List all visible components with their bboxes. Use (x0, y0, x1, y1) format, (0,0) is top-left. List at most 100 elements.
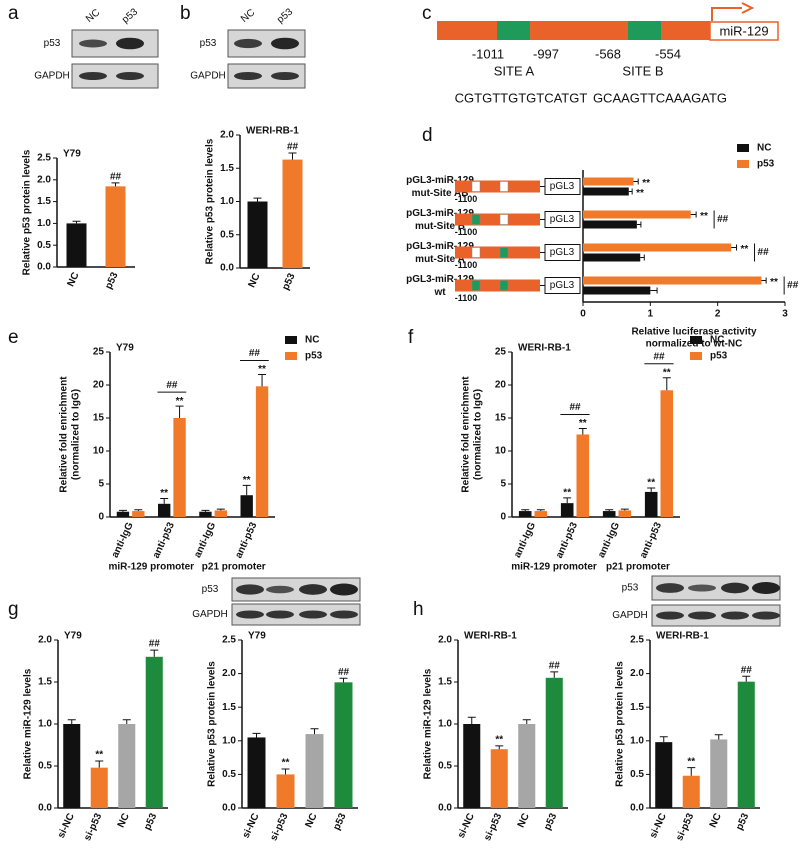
legend-label: NC (757, 143, 771, 154)
x-tick-label: 3 (782, 309, 788, 320)
error-bar (118, 509, 127, 512)
significance-label: ## (758, 247, 770, 258)
construct-label: -1100 (455, 293, 478, 303)
error-bar (122, 719, 131, 724)
y-tick-label: 0.0 (37, 262, 51, 273)
row-label: wt (433, 287, 446, 298)
bar (63, 724, 81, 808)
y-tick-label: 0.5 (37, 240, 51, 251)
y-tick-label: 20 (93, 380, 105, 391)
y-tick-label: 0.0 (630, 803, 644, 814)
blot-band (79, 39, 107, 48)
chart-subtitle: Y79 (64, 631, 82, 642)
blot-band (266, 585, 294, 594)
y-tick-label: 1.5 (222, 702, 236, 713)
error-bar (281, 768, 290, 775)
chart-subtitle: Y79 (248, 631, 266, 642)
y-tick-label: 0.5 (38, 761, 52, 772)
site-label: SITE A (494, 63, 535, 78)
significance-label: ** (636, 188, 644, 199)
legend-label: p53 (710, 351, 728, 362)
y-tick-label: 2.0 (38, 635, 52, 646)
significance-label: ** (243, 475, 251, 486)
x-tick-label: anti-p53 (151, 520, 177, 560)
significance-label: ## (653, 351, 665, 362)
gene-box (709, 21, 779, 41)
error-bar (647, 487, 656, 492)
bar (282, 159, 303, 268)
y-tick-label: 0.0 (38, 803, 52, 814)
bar (660, 390, 674, 517)
bar (583, 187, 629, 196)
error-bar (636, 221, 642, 228)
y-tick-label: 1.0 (220, 196, 234, 207)
y-tick-label: 1.0 (222, 735, 236, 746)
y-tick-label: 1.5 (38, 677, 52, 688)
significance-label: ** (770, 277, 778, 288)
group-label: miR-129 promoter (511, 562, 597, 573)
site-label: SITE B (622, 63, 663, 78)
position: -554 (655, 46, 681, 61)
y-tick-label: 2.5 (37, 153, 51, 164)
significance-label: ## (149, 639, 161, 650)
bar (90, 767, 108, 808)
construct-label: -1100 (455, 260, 478, 270)
construct-site (499, 280, 509, 291)
significance-label: ## (249, 348, 261, 359)
bar (545, 677, 563, 808)
x-tick-label: si-p53 (82, 811, 104, 842)
row-label: mut-Site B (415, 221, 465, 232)
bar (463, 724, 481, 808)
vector-box (544, 244, 581, 261)
group-label: p21 promoter (606, 562, 670, 573)
error-bar (253, 197, 262, 202)
x-tick-label: 1 (648, 309, 654, 320)
site-b (628, 21, 661, 40)
bar (518, 724, 536, 808)
blot-band (271, 37, 299, 50)
x-tick-label: p53 (331, 811, 348, 832)
bar (276, 774, 295, 808)
bar (583, 286, 651, 295)
legend-swatch (737, 160, 749, 168)
x-tick-label: anti-IgG (192, 521, 218, 560)
x-tick-label: p53 (280, 271, 297, 292)
blot-band (299, 584, 327, 595)
bar (334, 682, 353, 808)
chart-subtitle: Y79 (116, 343, 134, 354)
blot-band (688, 584, 716, 592)
chart-subtitle: WERI-RB-1 (656, 631, 709, 642)
blot-band (656, 611, 684, 620)
vector-label: pGL3 (550, 214, 575, 225)
y-tick-label: 2.5 (222, 635, 236, 646)
row-label: mut-Site AB (412, 188, 469, 199)
y-tick-label: 10 (495, 446, 507, 457)
error-bar (67, 719, 76, 724)
error-bar (72, 220, 81, 224)
construct-label: -1100 (455, 194, 478, 204)
significance-label: ## (338, 667, 350, 678)
error-bar (160, 498, 169, 504)
y-tick-label: 0.0 (438, 803, 452, 814)
sequence: CGTGTTGTGTCATGT (455, 90, 588, 105)
construct-site (499, 247, 509, 258)
chart-subtitle: WERI-RB-1 (246, 126, 299, 137)
significance-label: ** (579, 418, 587, 429)
blot-band (234, 72, 262, 80)
panel-letter: b (180, 3, 191, 24)
bar (560, 503, 574, 517)
construct-site (499, 181, 509, 192)
error-bar (134, 509, 143, 512)
row-label: mut-Site A (415, 254, 465, 265)
error-bar (563, 497, 572, 504)
x-tick-label: NC (516, 812, 532, 830)
x-tick-label: si-NC (456, 812, 477, 840)
y-tick-label: 0.5 (438, 761, 452, 772)
row-label: pGL3-miR-129 (406, 274, 474, 285)
bar (214, 510, 227, 517)
construct-site (471, 280, 481, 291)
error-bar (628, 188, 633, 195)
bar (199, 511, 212, 517)
blot-row-label: p53 (44, 38, 61, 49)
vector-label: pGL3 (550, 181, 575, 192)
